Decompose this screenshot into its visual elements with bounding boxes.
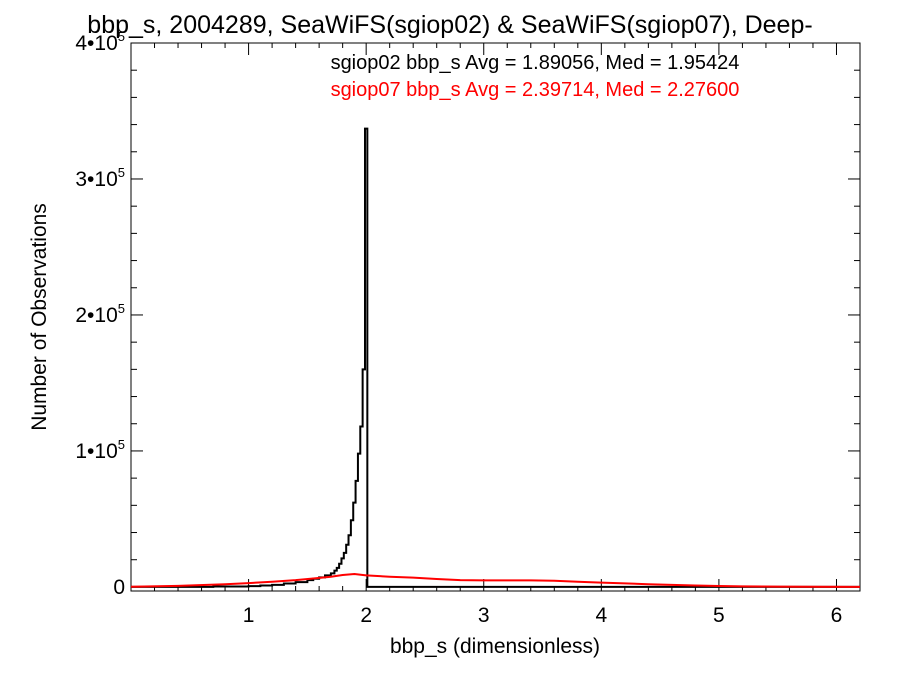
y-tick-label: 0 xyxy=(113,576,125,599)
x-tick-label: 2 xyxy=(360,604,372,627)
series-layer xyxy=(130,127,861,588)
legend-entry-sgiop02: sgiop02 bbp_s Avg = 1.89056, Med = 1.954… xyxy=(331,52,740,74)
y-tick-label: 2•105 xyxy=(75,301,125,327)
minor-ticks xyxy=(131,43,860,591)
y-axis-ticks: 0 1•105 2•105 3•105 4•105 xyxy=(75,29,860,599)
series-line-sgiop02 xyxy=(131,127,860,588)
y-axis-label: Number of Observations xyxy=(28,203,51,431)
x-tick-label: 1 xyxy=(243,604,255,627)
legend-entry-sgiop07: sgiop07 bbp_s Avg = 2.39714, Med = 2.276… xyxy=(331,79,740,101)
series-line-sgiop07 xyxy=(130,572,861,588)
chart-title: bbp_s, 2004289, SeaWiFS(sgiop02) & SeaWi… xyxy=(87,11,812,39)
x-tick-label: 6 xyxy=(831,604,843,627)
y-tick-label: 1•105 xyxy=(75,437,125,463)
y-tick-label: 3•105 xyxy=(75,165,125,191)
x-tick-label: 5 xyxy=(713,604,725,627)
x-tick-label: 4 xyxy=(595,604,607,627)
x-axis-ticks: 1 2 3 4 5 6 xyxy=(243,43,843,627)
x-axis-label: bbp_s (dimensionless) xyxy=(390,635,600,658)
plot-frame xyxy=(130,42,861,592)
x-tick-label: 3 xyxy=(478,604,490,627)
y-tick-label: 4•105 xyxy=(75,29,125,55)
